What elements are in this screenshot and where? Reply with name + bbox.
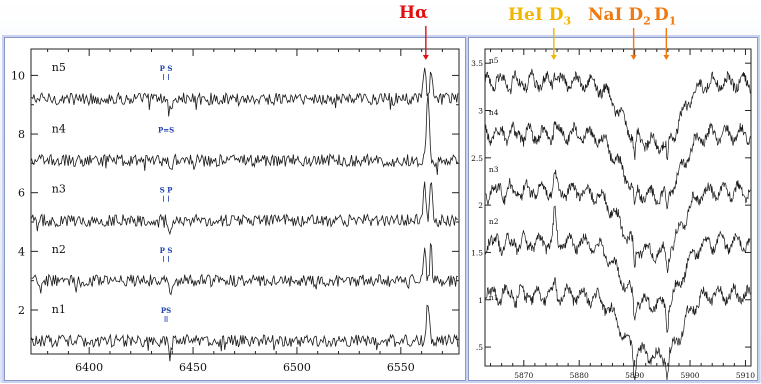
series-label-n2: n2	[52, 243, 66, 256]
plot-frame	[484, 48, 752, 367]
x-tick-label: 5870	[514, 371, 533, 380]
x-tick-label: 5900	[680, 371, 699, 380]
d1-label: D1	[654, 5, 676, 27]
halpha-label: Hα	[399, 3, 428, 23]
y-tick-label: 8	[18, 128, 25, 141]
ps-marker-n5: P S	[160, 64, 173, 73]
spectrum-n2	[31, 242, 459, 296]
nai-d2-text: NaI D	[588, 5, 644, 25]
series-label-n3: n3	[52, 183, 66, 196]
y-tick-label: 6	[18, 187, 25, 200]
halpha-text: Hα	[399, 3, 429, 23]
y-tick-label: .5	[476, 343, 483, 352]
halpha-panel: 6400 6450 6500 6550 2 4 6 8 10 n5 P S n4 P=S n3 S P n2 P…	[4, 37, 466, 381]
y-tick-label: 1.5	[471, 248, 483, 257]
plot-frame	[30, 48, 460, 355]
x-tick-label: 6550	[387, 361, 415, 374]
series-label-n1: n1	[489, 293, 499, 302]
y-tick-label: 2	[18, 304, 25, 317]
spectrum-n3	[485, 169, 751, 274]
x-tick-label: 6450	[179, 361, 207, 374]
y-tick-label: 1	[478, 296, 483, 305]
spectrum-n4	[484, 121, 751, 210]
ps-marker-n4: P=S	[158, 126, 174, 135]
series-label-n5: n5	[52, 61, 66, 74]
ps-marker-n2: P S	[160, 246, 173, 255]
spectrum-n5	[31, 67, 459, 117]
hei-d3-label: HeI D3	[508, 5, 571, 27]
spectrum-n1	[31, 304, 459, 362]
nai-d2-sub: 2	[643, 14, 651, 28]
hei-d3-sub: 3	[563, 14, 572, 28]
hei-d3-text: HeI D	[508, 5, 564, 25]
spectrum-n2	[484, 205, 751, 334]
series-label-n3: n3	[489, 165, 499, 174]
y-tick-label: 2	[478, 201, 483, 210]
series-label-n1: n1	[52, 303, 66, 316]
x-tick-label: 5910	[736, 371, 755, 380]
x-tick-label: 5880	[570, 371, 589, 380]
spectrum-n5	[484, 68, 751, 161]
spectrum-n4	[31, 93, 459, 176]
y-tick-label: 2.5	[471, 154, 483, 163]
sodium-chart: 5870 5880 5890 5900 5910 .5 1 1.5 2 2.5 3 3.5 n5 n4 n3…	[471, 48, 755, 381]
y-tick-label: 3.5	[471, 59, 483, 68]
series-label-n4: n4	[489, 108, 499, 117]
ps-marker-n1: PS	[161, 306, 171, 315]
x-tick-label: 5890	[625, 371, 644, 380]
x-tick-label: 6400	[75, 361, 103, 374]
d1-text: D	[654, 5, 669, 25]
y-tick-label: 4	[18, 245, 25, 258]
y-tick-label: 10	[11, 69, 25, 82]
sodium-panel: 5870 5880 5890 5900 5910 .5 1 1.5 2 2.5 3 3.5 n5 n4 n3…	[468, 37, 758, 381]
x-tick-label: 6500	[283, 361, 311, 374]
d1-sub: 1	[668, 14, 677, 28]
y-tick-label: 3	[478, 107, 483, 116]
ps-marker-n3: S P	[160, 186, 173, 195]
series-label-n2: n2	[489, 217, 499, 226]
series-label-n4: n4	[52, 123, 66, 136]
spectrum-n3	[31, 181, 458, 236]
nai-d2-label: NaI D2	[588, 5, 651, 27]
halpha-chart: 6400 6450 6500 6550 2 4 6 8 10 n5 P S n4 P=S n3 S P n2 P…	[11, 48, 460, 374]
spectrum-n1	[484, 277, 751, 381]
series-label-n5: n5	[489, 56, 499, 65]
